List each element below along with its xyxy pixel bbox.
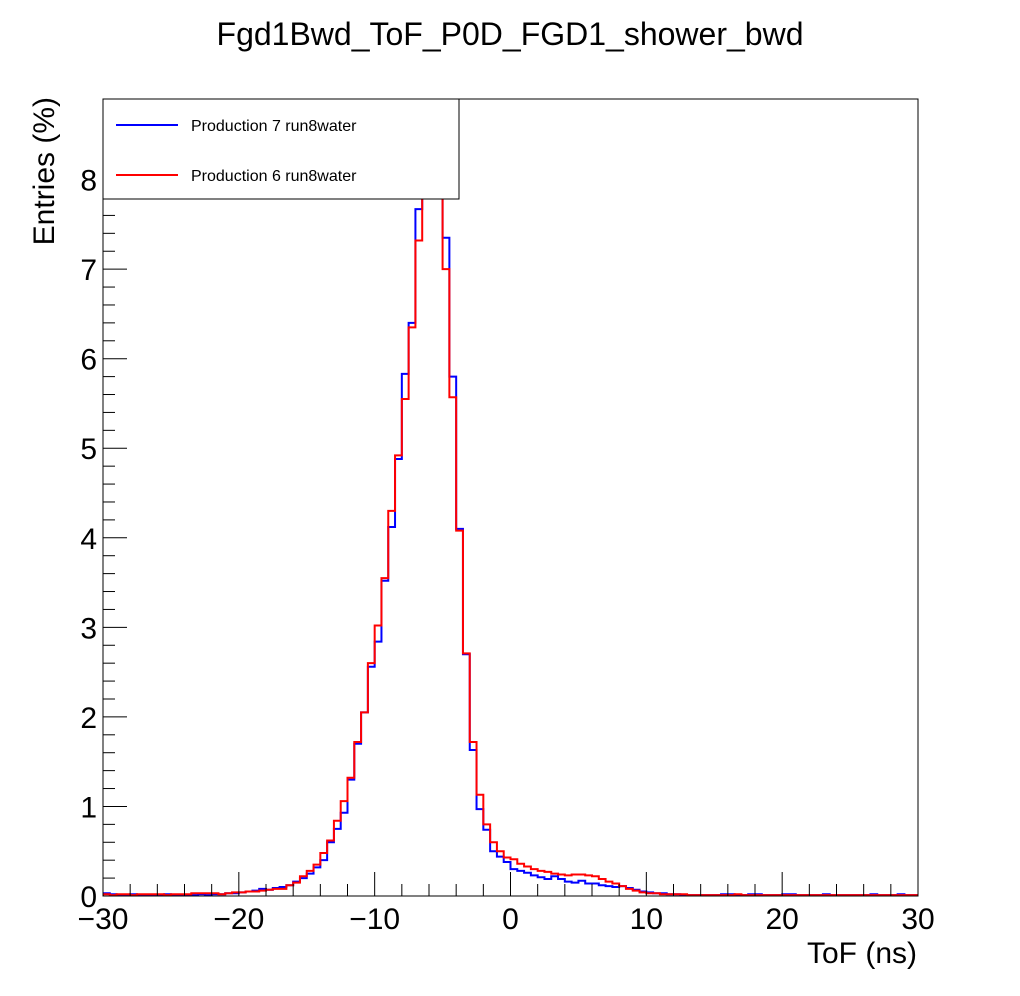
y-tick-label: 1	[80, 791, 97, 824]
chart-title: Fgd1Bwd_ToF_P0D_FGD1_shower_bwd	[217, 16, 804, 52]
x-tick-label: 30	[901, 903, 934, 936]
x-tick-label: −10	[349, 903, 400, 936]
x-tick-label: −20	[213, 903, 264, 936]
plot-frame	[102, 98, 919, 897]
y-tick-label: 7	[80, 254, 97, 287]
y-tick-labels: 0 1 2 3 4 5 6 7 8	[80, 165, 97, 914]
x-tick-label: 0	[502, 903, 519, 936]
x-tick-label: −30	[78, 903, 129, 936]
legend: Production 7 run8water Production 6 run8…	[102, 98, 460, 200]
y-tick-label: 3	[80, 612, 97, 645]
legend-box	[102, 98, 460, 200]
series-layer	[103, 99, 918, 896]
series-line-production-6-run8water	[103, 99, 918, 896]
y-tick-label: 5	[80, 433, 97, 466]
x-axis-label: ToF (ns)	[807, 937, 917, 970]
y-tick-label: 6	[80, 344, 97, 377]
y-tick-label: 2	[80, 702, 97, 735]
x-tick-label: 20	[765, 903, 798, 936]
x-tick-labels: −30 −20 −10 0 10 20 30	[78, 903, 935, 936]
legend-label-production-7: Production 7 run8water	[191, 118, 357, 135]
y-axis-label: Entries (%)	[28, 97, 61, 245]
x-tick-label: 10	[630, 903, 663, 936]
legend-label-production-6: Production 6 run8water	[191, 168, 357, 185]
y-tick-label: 0	[80, 881, 97, 914]
y-tick-label: 4	[80, 523, 97, 556]
y-tick-label: 8	[80, 165, 97, 198]
